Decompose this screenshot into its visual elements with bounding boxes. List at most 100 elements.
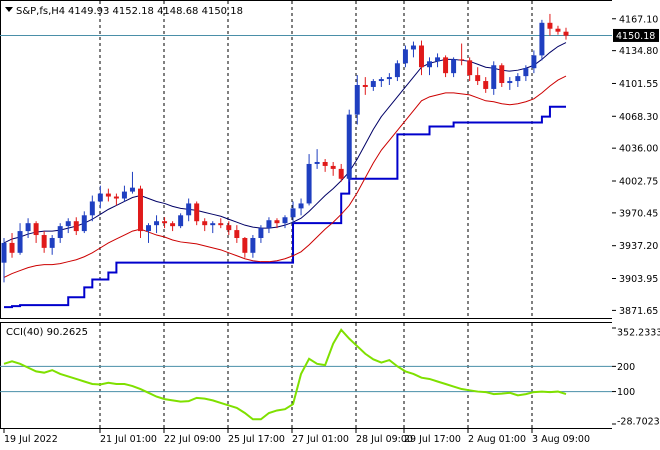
candle-bear bbox=[170, 221, 176, 232]
candle-bear bbox=[202, 218, 208, 232]
time-label: 25 Jul 17:00 bbox=[228, 434, 285, 445]
candle-bear bbox=[242, 237, 248, 258]
price-label: 3871.65 bbox=[619, 306, 658, 317]
candle-bull bbox=[178, 213, 184, 229]
triangle-down-icon[interactable] bbox=[5, 7, 13, 12]
cci-axis[interactable]: 352.2333 200 100 -28.7023 bbox=[612, 322, 660, 430]
candle-bull bbox=[451, 57, 457, 78]
price-axis[interactable]: 4167.10 4134.80 4101.55 4068.30 4036.00 4002.… bbox=[612, 0, 660, 320]
cci-title: CCI(40) 90.2625 bbox=[6, 327, 88, 338]
candle-bull bbox=[394, 60, 400, 82]
candle-bear bbox=[418, 40, 424, 76]
candle-bear bbox=[563, 27, 569, 40]
candle-bull bbox=[258, 225, 264, 243]
candle-bear bbox=[467, 57, 473, 82]
price-label: 4036.00 bbox=[619, 144, 658, 155]
ohlc-values: 4149.93 4152.18 4148.68 4150.18 bbox=[68, 6, 243, 17]
envelope-lower-line bbox=[3, 75, 567, 278]
candle-bear bbox=[105, 188, 111, 202]
candle-bull bbox=[427, 57, 433, 76]
candle-bull bbox=[25, 218, 31, 238]
candle-bull bbox=[435, 53, 441, 68]
candle-bull bbox=[65, 218, 71, 234]
price-label: 4068.30 bbox=[619, 112, 658, 123]
cci-axis-label: 200 bbox=[617, 362, 635, 373]
time-label: 22 Jul 09:00 bbox=[164, 434, 221, 445]
price-label: 3937.20 bbox=[619, 241, 658, 252]
candle-bull bbox=[57, 223, 63, 243]
candle-bear bbox=[33, 221, 39, 243]
candle-bear bbox=[9, 233, 15, 258]
candle-bull bbox=[282, 215, 288, 229]
candle-bull bbox=[410, 41, 416, 58]
current-price-tag: 4150.18 bbox=[613, 28, 659, 42]
candle-bear bbox=[113, 193, 119, 206]
candle-bear bbox=[194, 201, 200, 226]
candle-bull bbox=[17, 223, 23, 255]
cci-pane[interactable]: CCI(40) 90.2625 bbox=[0, 322, 613, 429]
trail-stop-line bbox=[4, 105, 566, 309]
cci-axis-label: 100 bbox=[617, 387, 635, 398]
cci-axis-label: 352.2333 bbox=[617, 328, 660, 339]
candle-bear bbox=[234, 225, 240, 243]
candle-bull bbox=[81, 211, 87, 234]
price-label: 4167.10 bbox=[619, 14, 658, 25]
candle-bear bbox=[330, 161, 336, 176]
time-axis[interactable]: 19 Jul 2022 21 Jul 01:00 22 Jul 09:00 25 Ju… bbox=[3, 429, 590, 445]
candle-bull bbox=[523, 65, 529, 82]
chart-header: S&P,fs,H4 4149.93 4152.18 4148.68 4150.1… bbox=[5, 6, 243, 17]
candle-bear bbox=[322, 159, 328, 172]
candle-bull bbox=[306, 154, 312, 206]
candle-bull bbox=[507, 77, 513, 90]
time-label: 3 Aug 09:00 bbox=[532, 434, 590, 445]
candle-bear bbox=[162, 217, 168, 229]
candle-bull bbox=[354, 75, 360, 125]
candle-bull bbox=[402, 45, 408, 68]
candle-bull bbox=[386, 73, 392, 85]
cci-level-tag bbox=[614, 360, 634, 373]
candle-bull bbox=[121, 185, 127, 202]
candle-bull bbox=[89, 195, 95, 222]
candle-bear bbox=[459, 43, 465, 66]
candle-bull bbox=[154, 215, 160, 234]
candle-bear bbox=[483, 77, 489, 93]
candle-bear bbox=[41, 231, 47, 253]
candle-bull bbox=[531, 50, 537, 74]
time-label: 2 Aug 01:00 bbox=[468, 434, 526, 445]
candle-bull bbox=[210, 221, 216, 234]
candle-bear bbox=[475, 67, 481, 85]
price-label: 3903.95 bbox=[619, 274, 658, 285]
candle-bull bbox=[370, 79, 376, 91]
candle-bull bbox=[378, 77, 384, 87]
candle-bull bbox=[298, 198, 304, 216]
time-label: 27 Jul 01:00 bbox=[292, 434, 349, 445]
symbol-label: S&P,fs,H4 bbox=[16, 6, 65, 17]
candle-bull bbox=[346, 109, 352, 182]
candle-bull bbox=[539, 19, 545, 61]
candle-bull bbox=[1, 237, 7, 283]
candle-bear bbox=[226, 221, 232, 236]
candle-bull bbox=[186, 198, 192, 222]
time-label: 19 Jul 2022 bbox=[4, 434, 58, 445]
price-label: 4134.80 bbox=[619, 46, 658, 57]
candle-bear bbox=[555, 25, 561, 35]
candle-bull bbox=[266, 217, 272, 234]
candle-bear bbox=[218, 218, 224, 229]
price-pane[interactable] bbox=[0, 0, 613, 319]
candle-bull bbox=[314, 149, 320, 169]
cci-line bbox=[3, 328, 567, 421]
candle-bear bbox=[73, 217, 79, 236]
candle-bear bbox=[362, 77, 368, 95]
time-label: 28 Jul 09:00 bbox=[356, 434, 413, 445]
candle-bear bbox=[137, 185, 143, 238]
candle-bull bbox=[250, 235, 256, 258]
time-label: 21 Jul 01:00 bbox=[100, 434, 157, 445]
candle-bear bbox=[443, 55, 449, 78]
cci-level-tag bbox=[614, 385, 634, 398]
candle-bull bbox=[146, 223, 152, 243]
candle-bull bbox=[515, 73, 521, 87]
candle-bear bbox=[338, 163, 344, 182]
candle-bull bbox=[129, 171, 135, 194]
price-label: 4101.55 bbox=[619, 79, 658, 90]
